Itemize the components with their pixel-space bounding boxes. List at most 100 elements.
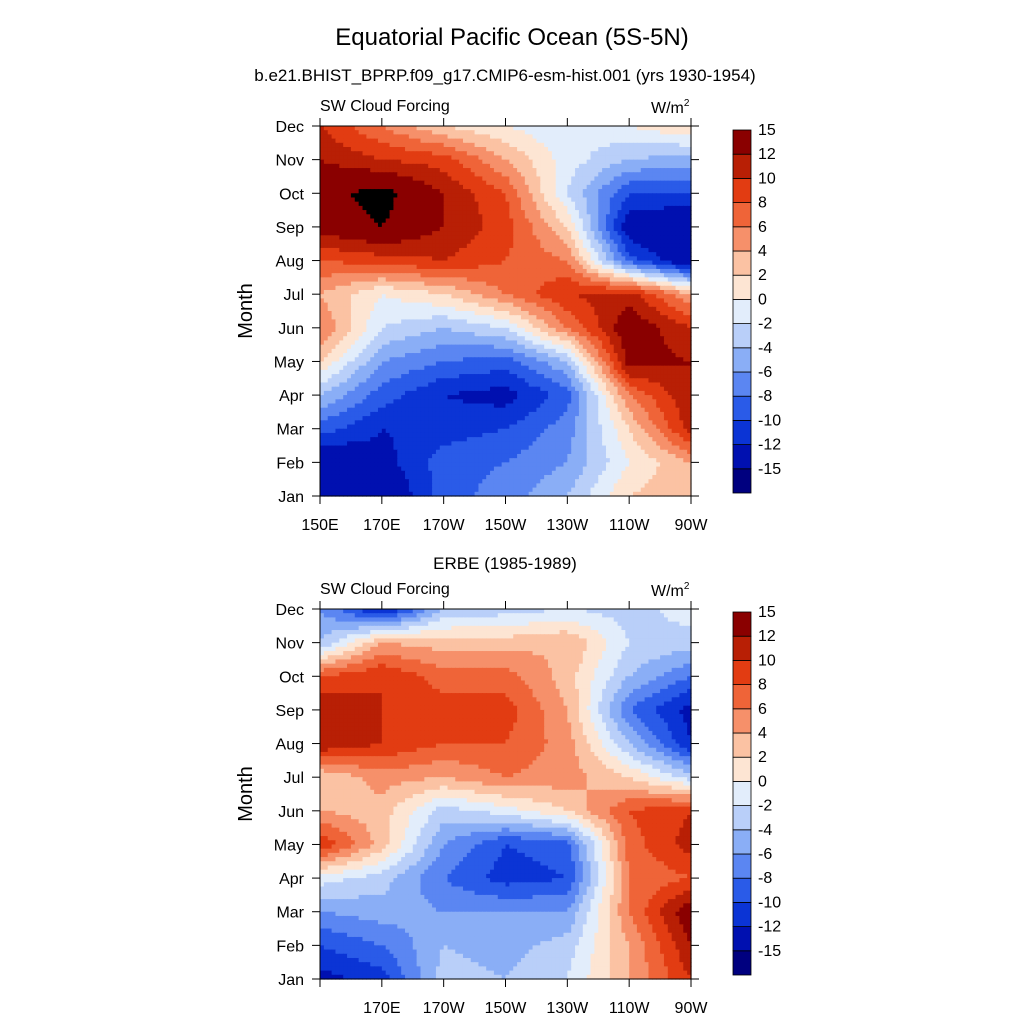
contour-cell <box>328 311 332 316</box>
contour-cell <box>374 311 378 316</box>
contour-cell <box>355 193 359 198</box>
contour-cell <box>606 176 610 181</box>
contour-cell <box>475 256 479 261</box>
contour-cell <box>645 265 649 270</box>
contour-cell <box>672 294 676 299</box>
contour-cell <box>625 231 629 236</box>
contour-cell <box>525 273 529 278</box>
contour-cell <box>498 336 502 341</box>
contour-cell <box>583 315 587 320</box>
contour-cell <box>390 282 394 287</box>
contour-cell <box>339 168 343 173</box>
contour-cell <box>652 256 656 261</box>
contour-cell <box>660 240 664 245</box>
contour-cell <box>540 176 544 181</box>
contour-cell <box>672 147 676 152</box>
contour-cell <box>401 197 405 202</box>
contour-cell <box>463 336 467 341</box>
contour-cell <box>370 143 374 148</box>
contour-cell <box>370 176 374 181</box>
contour-cell <box>625 315 629 320</box>
contour-cell <box>567 130 571 135</box>
contour-cell <box>355 223 359 228</box>
contour-cell <box>602 261 606 266</box>
contour-cell <box>440 231 444 236</box>
contour-cell <box>606 219 610 224</box>
contour-cell <box>679 286 683 291</box>
contour-cell <box>583 340 587 345</box>
contour-cell <box>536 294 540 299</box>
contour-cell <box>602 197 606 202</box>
contour-cell <box>621 294 625 299</box>
contour-cell <box>455 240 459 245</box>
contour-cell <box>633 134 637 139</box>
contour-cell <box>629 181 633 186</box>
contour-cell <box>451 176 455 181</box>
contour-cell <box>378 139 382 144</box>
contour-cell <box>548 197 552 202</box>
contour-cell <box>575 176 579 181</box>
contour-cell <box>459 185 463 190</box>
contour-cell <box>548 256 552 261</box>
contour-cell <box>440 181 444 186</box>
contour-cell <box>370 126 374 131</box>
contour-cell <box>451 151 455 156</box>
contour-cell <box>660 286 664 291</box>
contour-cell <box>637 332 641 337</box>
contour-cell <box>478 328 482 333</box>
contour-cell <box>320 294 324 299</box>
contour-cell <box>463 189 467 194</box>
contour-cell <box>506 147 510 152</box>
contour-cell <box>393 290 397 295</box>
contour-cell <box>629 277 633 282</box>
contour-cell <box>641 324 645 329</box>
contour-cell <box>583 193 587 198</box>
contour-cell <box>676 143 680 148</box>
contour-cell <box>591 311 595 316</box>
contour-cell <box>482 252 486 257</box>
contour-cell <box>335 160 339 165</box>
contour-cell <box>591 315 595 320</box>
contour-cell <box>436 206 440 211</box>
contour-cell <box>610 202 614 207</box>
contour-cell <box>455 164 459 169</box>
contour-cell <box>363 248 367 253</box>
contour-cell <box>475 168 479 173</box>
contour-cell <box>610 298 614 303</box>
contour-cell <box>648 134 652 139</box>
contour-cell <box>548 282 552 287</box>
contour-cell <box>513 155 517 160</box>
contour-cell <box>610 214 614 219</box>
contour-cell <box>629 252 633 257</box>
contour-cell <box>420 332 424 337</box>
contour-cell <box>579 134 583 139</box>
contour-cell <box>478 332 482 337</box>
contour-cell <box>471 282 475 287</box>
contour-cell <box>370 193 374 198</box>
contour-cell <box>633 164 637 169</box>
contour-cell <box>393 172 397 177</box>
contour-cell <box>602 172 606 177</box>
contour-cell <box>536 336 540 341</box>
contour-cell <box>602 336 606 341</box>
contour-cell <box>552 332 556 337</box>
contour-cell <box>471 265 475 270</box>
contour-cell <box>486 303 490 308</box>
contour-cell <box>413 143 417 148</box>
contour-cell <box>525 139 529 144</box>
contour-cell <box>513 261 517 266</box>
contour-cell <box>332 214 336 219</box>
contour-cell <box>664 189 668 194</box>
contour-cell <box>417 261 421 266</box>
contour-cell <box>676 219 680 224</box>
contour-cell <box>436 181 440 186</box>
contour-cell <box>355 336 359 341</box>
contour-cell <box>525 303 529 308</box>
contour-cell <box>506 185 510 190</box>
contour-cell <box>548 202 552 207</box>
contour-cell <box>502 134 506 139</box>
contour-cell <box>475 134 479 139</box>
contour-cell <box>455 303 459 308</box>
contour-cell <box>486 139 490 144</box>
contour-cell <box>525 164 529 169</box>
